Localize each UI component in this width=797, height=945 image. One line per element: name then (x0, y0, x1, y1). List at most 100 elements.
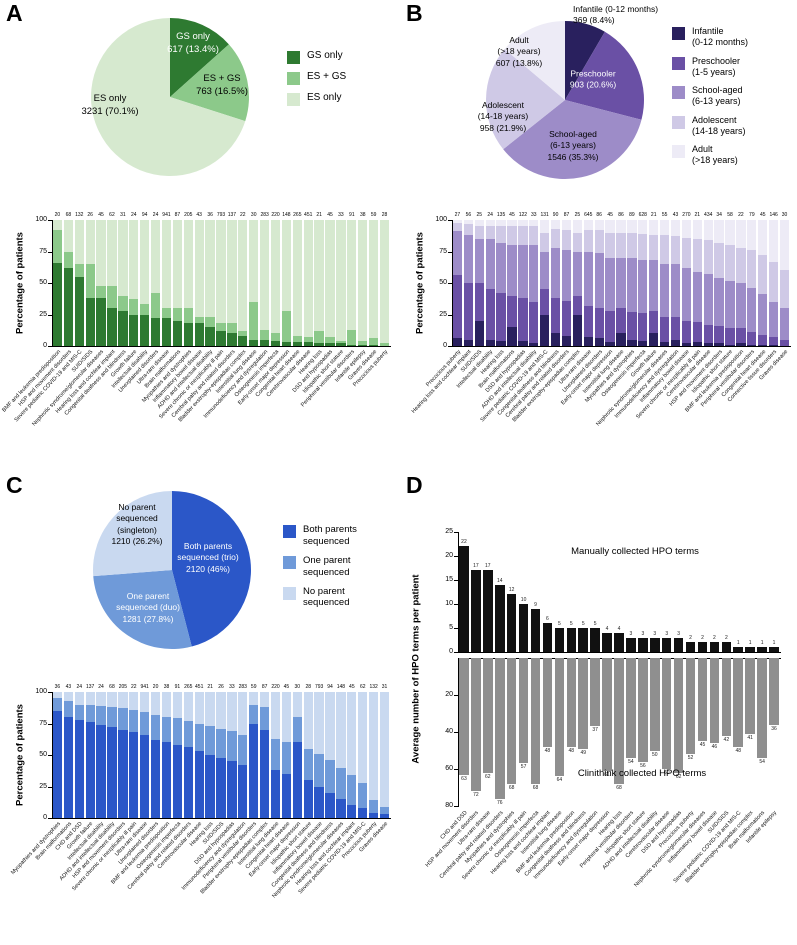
bar-segment-2 (96, 692, 106, 706)
bar-segment-4 (659, 220, 670, 236)
bar-segment-2 (249, 220, 259, 302)
bar-segment-0 (550, 333, 561, 346)
bar-count: 38 (163, 684, 170, 690)
bar-segment-0 (74, 719, 84, 818)
bar-count: 36 (207, 212, 213, 218)
bar-segment-3 (714, 242, 724, 278)
bar-segment-2 (336, 692, 346, 768)
bar-count: 21 (316, 212, 322, 218)
bar-count: 79 (749, 212, 755, 218)
stacked-bar-chart: Percentage of patients 0 25 50 75 100 20 BMF an… (0, 0, 400, 472)
bar-segment-3 (550, 228, 561, 248)
stacked-bar (463, 220, 473, 346)
bar-segment-2 (107, 692, 117, 708)
pie-slice-label: One parent sequenced (duo) 1281 (27.8%) (116, 591, 180, 625)
y-tick-mark (48, 723, 52, 725)
bottom-bar (542, 658, 553, 747)
bar-segment-0 (303, 342, 313, 346)
bar-segment-0 (583, 337, 593, 346)
bar-segment-3 (561, 230, 572, 251)
bottom-bar (733, 658, 744, 747)
bar-segment-1 (270, 738, 281, 771)
bottom-bar (721, 658, 732, 736)
bar-count: 87 (563, 212, 570, 218)
stacked-bar (227, 220, 237, 346)
y-tick-label: 10 (445, 600, 453, 607)
bar-count: 59 (370, 212, 377, 218)
bar-segment-0 (561, 335, 572, 346)
top-bar (554, 628, 565, 652)
stacked-bar (358, 692, 368, 818)
pie-label-line: GS only (176, 31, 210, 43)
top-bar (590, 628, 600, 652)
bar-segment-0 (281, 342, 292, 346)
y-tick-label: 80 (445, 802, 453, 809)
bar-segment-2 (758, 294, 768, 335)
top-bar (614, 632, 624, 652)
bar-segment-2 (659, 264, 670, 318)
bottom-bar (566, 658, 577, 747)
bar-segment-4 (692, 220, 702, 239)
bottom-bar (673, 658, 684, 773)
legend-label: Infantile (0-12 months) (692, 26, 749, 48)
bottom-bar (769, 658, 779, 725)
legend-item: Adult (>18 years) (672, 144, 748, 167)
bar-count: 87 (174, 212, 181, 218)
bar-segment-0 (518, 340, 528, 346)
bar-segment-2 (216, 692, 226, 729)
bottom-bar-value: 46 (711, 744, 718, 751)
bar-segment-0 (725, 344, 735, 346)
bar-segment-3 (485, 226, 495, 239)
bar-segment-2 (63, 220, 73, 252)
bar-count: 30 (250, 212, 257, 218)
stacked-bar (550, 220, 561, 346)
panel-d: D Average number of HPO terms per patien… (400, 472, 797, 945)
bar-segment-0 (496, 340, 506, 346)
bar-count: 45 (509, 212, 515, 218)
pie-slice-0 (170, 18, 229, 97)
stacked-bar (507, 220, 517, 346)
bar-segment-1 (507, 295, 517, 328)
bar-segment-1 (63, 251, 73, 268)
legend: GS only ES + GS ES only (287, 50, 346, 113)
stacked-bar (314, 692, 324, 818)
bar-segment-2 (292, 220, 302, 336)
bar-count: 30 (294, 684, 301, 690)
bar-segment-1 (779, 339, 790, 346)
pie-slice-2 (91, 18, 246, 176)
bar-segment-4 (714, 220, 724, 243)
stacked-bar (627, 220, 637, 346)
panel-c-label: C (6, 472, 23, 498)
bar-segment-2 (118, 692, 128, 709)
stacked-bar (736, 220, 746, 346)
bar-count: 38 (359, 212, 366, 218)
legend-swatch (672, 27, 685, 40)
bottom-bar-value: 41 (747, 734, 753, 741)
bar-segment-0 (540, 314, 550, 346)
bar-segment-1 (725, 328, 735, 345)
stacked-bar (561, 220, 572, 346)
y-tick-label: 40 (445, 728, 453, 735)
bar-count: 205 (118, 684, 128, 690)
y-tick-label: 0 (449, 648, 453, 655)
y-axis-label: Percentage of patients (414, 232, 426, 334)
stacked-bar (172, 220, 183, 346)
bar-segment-1 (605, 310, 615, 343)
bottom-bar-value: 36 (771, 725, 777, 732)
bar-segment-0 (714, 343, 724, 346)
y-tick-mark (48, 346, 52, 347)
stacked-bar (369, 220, 379, 346)
stacked-bar (205, 220, 215, 346)
bar-segment-1 (205, 317, 215, 328)
stacked-bar (379, 692, 390, 818)
y-tick-label: 75 (39, 719, 47, 727)
bar-segment-4 (507, 220, 517, 227)
bar-segment-0 (161, 742, 172, 818)
stacked-bar (194, 692, 204, 818)
bar-segment-1 (314, 753, 324, 787)
bar-segment-0 (140, 314, 150, 346)
pie-slice-label: ES only 3231 (70.1%) (81, 93, 138, 119)
bar-segment-4 (736, 220, 746, 248)
bar-segment-1 (518, 298, 528, 341)
stacked-bar (63, 692, 73, 818)
